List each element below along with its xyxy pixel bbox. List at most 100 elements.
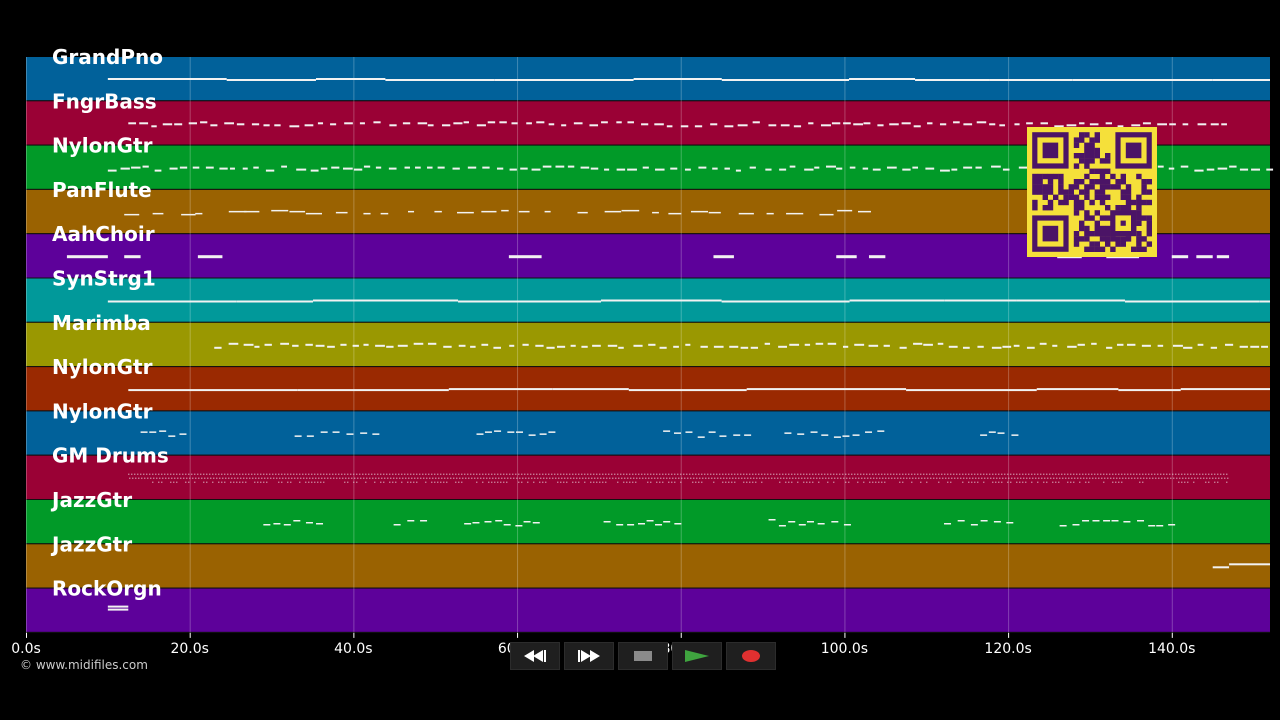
note: [710, 123, 718, 126]
note: [1161, 477, 1163, 479]
note: [1158, 477, 1160, 479]
note: [721, 79, 850, 81]
play-button[interactable]: [672, 642, 722, 670]
note: [648, 477, 650, 479]
note: [128, 473, 130, 475]
note: [755, 473, 757, 475]
track-notes: [140, 430, 1019, 438]
note: [1097, 473, 1099, 475]
note: [839, 473, 841, 475]
note: [1148, 525, 1156, 527]
note: [1088, 473, 1090, 475]
note: [261, 477, 263, 479]
fast-forward-button[interactable]: [564, 642, 614, 670]
note: [390, 477, 392, 479]
note: [671, 473, 673, 475]
note: [980, 520, 988, 522]
note: [698, 481, 700, 483]
note: [1169, 123, 1176, 126]
lane-separator: [26, 631, 1270, 633]
note: [849, 299, 945, 302]
rewind-button[interactable]: [510, 642, 560, 670]
note: [321, 477, 323, 479]
note: [822, 477, 824, 479]
note: [1121, 473, 1123, 475]
note: [423, 477, 425, 479]
note: [413, 342, 424, 345]
note: [404, 473, 406, 475]
note: [714, 477, 716, 479]
note: [761, 481, 763, 483]
note: [457, 211, 474, 214]
note: [768, 124, 777, 127]
note: [434, 481, 436, 483]
note: [1070, 481, 1072, 483]
note: [162, 123, 173, 126]
note: [785, 473, 787, 475]
note: [560, 481, 562, 483]
note: [768, 477, 770, 479]
note: [476, 433, 484, 435]
note: [641, 473, 643, 475]
note: [440, 481, 442, 483]
note: [426, 166, 433, 169]
note: [678, 477, 680, 479]
note: [206, 481, 208, 483]
note: [1103, 473, 1105, 475]
record-button[interactable]: [726, 642, 776, 670]
note: [149, 431, 157, 433]
note: [674, 473, 676, 475]
note: [604, 168, 610, 171]
note: [308, 481, 310, 483]
note: [142, 165, 149, 168]
note: [1217, 167, 1228, 170]
note: [519, 477, 521, 479]
note: [206, 473, 208, 475]
note: [804, 477, 806, 479]
note: [200, 473, 202, 475]
note: [1217, 481, 1219, 483]
note: [540, 477, 542, 479]
note: [352, 344, 359, 347]
note: [674, 523, 682, 525]
note: [458, 481, 460, 483]
note: [681, 477, 683, 479]
note: [1152, 477, 1154, 479]
transport-controls: [510, 642, 776, 670]
note: [139, 122, 149, 125]
note: [567, 165, 575, 168]
note: [1145, 473, 1147, 475]
note: [495, 520, 503, 522]
note: [1019, 473, 1021, 475]
note: [225, 477, 227, 479]
note: [539, 433, 547, 435]
note: [1224, 477, 1226, 479]
note: [464, 523, 472, 525]
note: [1037, 473, 1039, 475]
note: [374, 481, 376, 483]
grid-line: [189, 57, 191, 633]
note: [996, 477, 998, 479]
note: [290, 473, 292, 475]
note: [219, 477, 221, 479]
note: [1007, 481, 1009, 483]
note: [1218, 477, 1220, 479]
stop-button[interactable]: [618, 642, 668, 670]
note: [194, 473, 196, 475]
note: [749, 481, 751, 483]
note: [633, 344, 643, 347]
note: [836, 167, 843, 170]
note: [420, 477, 422, 479]
note: [1076, 473, 1078, 475]
note: [280, 342, 290, 345]
note: [962, 346, 970, 349]
note: [600, 477, 602, 479]
note: [863, 473, 865, 475]
note: [708, 431, 716, 433]
note: [271, 209, 289, 212]
note: [689, 473, 691, 475]
note: [344, 481, 346, 483]
note: [782, 473, 784, 475]
note: [774, 477, 776, 479]
note: [1066, 124, 1077, 127]
